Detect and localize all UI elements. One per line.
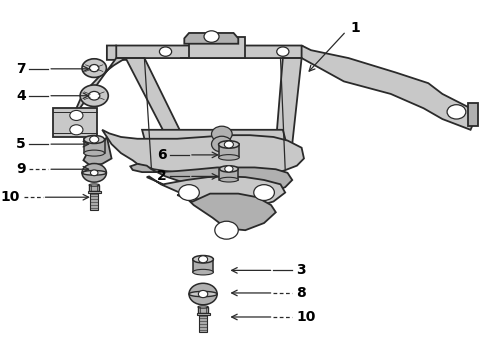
Circle shape	[189, 283, 217, 305]
Circle shape	[212, 136, 232, 152]
Polygon shape	[196, 313, 210, 315]
Text: 10: 10	[296, 310, 316, 324]
Ellipse shape	[220, 166, 238, 172]
Polygon shape	[180, 37, 245, 58]
Circle shape	[82, 59, 106, 77]
Polygon shape	[84, 139, 104, 153]
Text: 7: 7	[16, 62, 25, 76]
Ellipse shape	[219, 141, 239, 148]
Circle shape	[225, 166, 233, 172]
Text: 10: 10	[0, 190, 20, 204]
Polygon shape	[107, 45, 125, 60]
Text: 1: 1	[351, 21, 361, 35]
Polygon shape	[219, 144, 239, 157]
Polygon shape	[130, 164, 292, 196]
Polygon shape	[88, 191, 101, 193]
Circle shape	[277, 47, 289, 56]
Circle shape	[179, 185, 199, 201]
Text: 6: 6	[157, 148, 167, 162]
Polygon shape	[220, 169, 238, 180]
Circle shape	[159, 47, 171, 56]
Text: 2: 2	[157, 170, 167, 183]
Circle shape	[224, 141, 233, 148]
Text: 3: 3	[296, 264, 306, 277]
Ellipse shape	[193, 256, 213, 263]
Circle shape	[90, 136, 99, 143]
Circle shape	[447, 105, 466, 119]
Polygon shape	[83, 137, 112, 166]
Text: 4: 4	[16, 89, 25, 103]
Ellipse shape	[219, 154, 239, 160]
Polygon shape	[276, 58, 302, 144]
Ellipse shape	[198, 306, 208, 308]
Circle shape	[212, 126, 232, 142]
Circle shape	[198, 256, 208, 263]
Ellipse shape	[193, 269, 213, 275]
Circle shape	[215, 221, 238, 239]
Circle shape	[82, 163, 106, 182]
Polygon shape	[142, 130, 288, 148]
Ellipse shape	[220, 177, 238, 182]
Text: 8: 8	[296, 286, 306, 300]
Polygon shape	[184, 33, 238, 44]
Polygon shape	[468, 103, 478, 126]
Circle shape	[70, 111, 83, 121]
Circle shape	[204, 31, 219, 42]
Polygon shape	[91, 191, 98, 211]
Ellipse shape	[189, 291, 217, 297]
Polygon shape	[177, 194, 276, 230]
Ellipse shape	[82, 171, 106, 175]
Text: 5: 5	[16, 137, 25, 151]
Circle shape	[91, 170, 98, 176]
Circle shape	[90, 64, 99, 72]
Polygon shape	[53, 108, 98, 137]
Polygon shape	[70, 58, 125, 123]
Ellipse shape	[89, 184, 99, 186]
Polygon shape	[302, 45, 475, 130]
Text: 9: 9	[16, 162, 25, 176]
Polygon shape	[199, 313, 207, 332]
Polygon shape	[116, 45, 311, 58]
Polygon shape	[198, 307, 208, 313]
Ellipse shape	[84, 150, 104, 156]
Polygon shape	[125, 58, 187, 144]
Circle shape	[254, 185, 274, 201]
Polygon shape	[193, 259, 213, 272]
Polygon shape	[102, 130, 304, 176]
Circle shape	[80, 85, 108, 107]
Circle shape	[198, 291, 208, 298]
Circle shape	[89, 91, 100, 100]
Ellipse shape	[84, 135, 104, 144]
Polygon shape	[147, 176, 285, 209]
Polygon shape	[89, 185, 99, 191]
Circle shape	[70, 125, 83, 135]
